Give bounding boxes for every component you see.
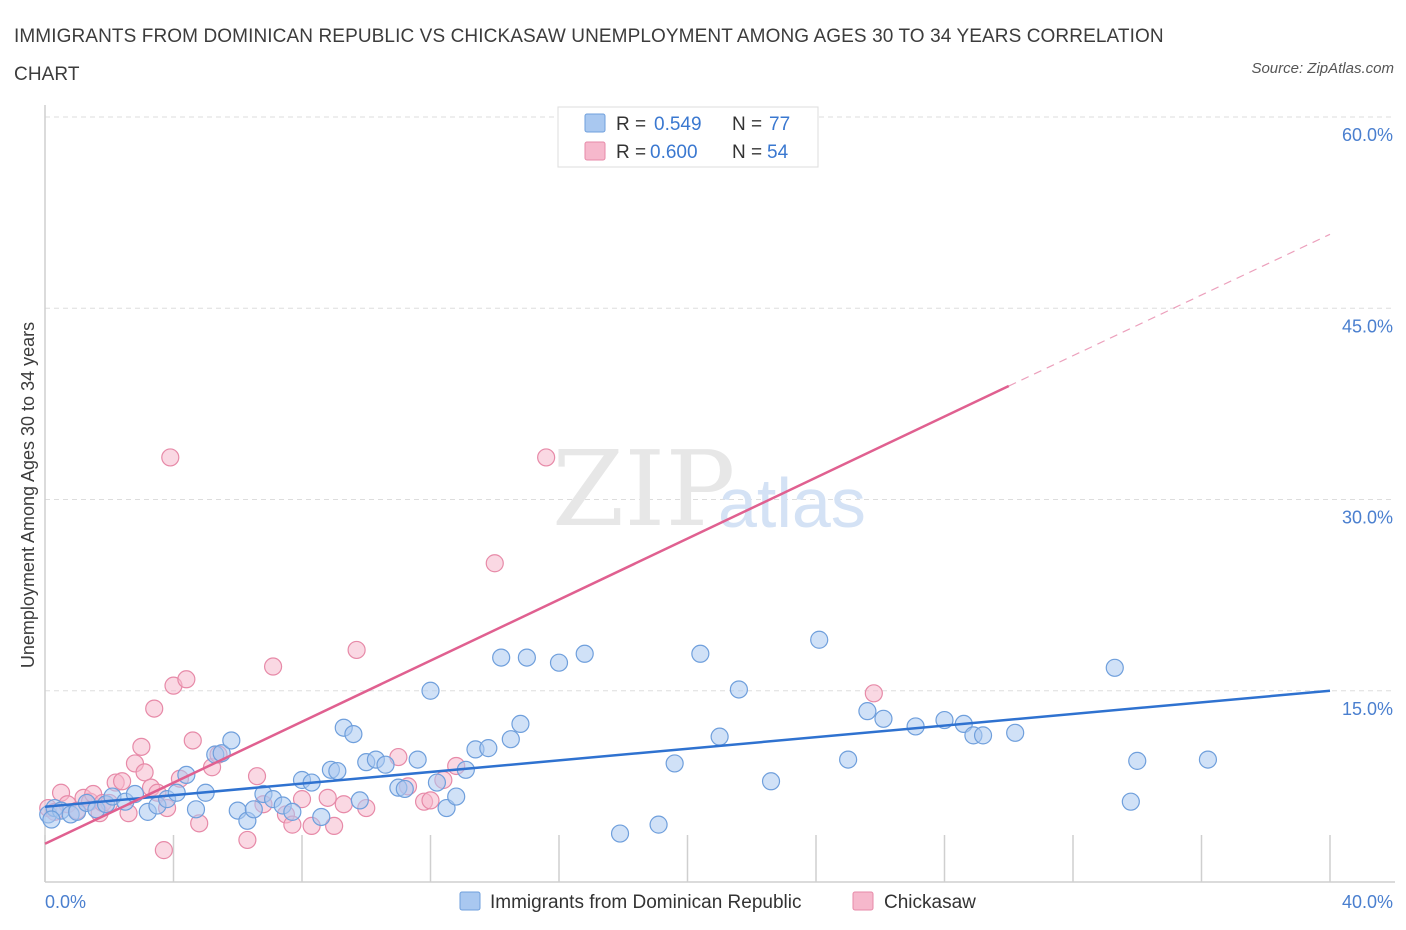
- dominican-point: [973, 726, 993, 745]
- chickasaw-point: [325, 816, 344, 836]
- legend-n-label-2: N =: [732, 142, 762, 163]
- y-tick-label: 15.0%: [1342, 699, 1393, 719]
- dominican-point: [408, 750, 427, 769]
- chickasaw-point: [334, 795, 353, 814]
- chickasaw-point: [292, 790, 312, 809]
- dominican-point: [858, 702, 877, 721]
- chickasaw-point: [238, 830, 257, 850]
- dominican-point: [1198, 750, 1218, 769]
- series-legend-swatch-blue: [459, 891, 481, 911]
- chickasaw-trend-line: [44, 384, 1010, 845]
- y-tick-label: 30.0%: [1342, 508, 1393, 528]
- dominican-points: [39, 630, 1218, 843]
- trend-lines: [44, 233, 1331, 845]
- series-legend-swatch-pink: [852, 891, 874, 911]
- dominican-point: [575, 644, 594, 663]
- dominican-point: [492, 648, 511, 667]
- x-tick-label: 0.0%: [45, 892, 86, 912]
- legend-n-label: N =: [732, 114, 762, 135]
- source-label: Source: ZipAtlas.com: [1251, 60, 1394, 77]
- dominican-point: [186, 800, 206, 819]
- series-legend-label-blue: Immigrants from Dominican Republic: [490, 892, 802, 913]
- chickasaw-point: [318, 788, 337, 807]
- dominican-point: [649, 815, 668, 834]
- dominican-point: [344, 724, 363, 744]
- dominican-point: [710, 727, 729, 746]
- dominican-point: [167, 783, 186, 802]
- dominican-point: [447, 787, 466, 806]
- dominican-point: [691, 644, 710, 663]
- dominican-point: [610, 824, 630, 843]
- x-tick-label: 40.0%: [1342, 892, 1393, 912]
- dominican-point: [395, 779, 414, 799]
- legend-swatch-pink: [584, 141, 606, 161]
- legend-r-value-blue: 0.549: [654, 114, 702, 135]
- dominican-point: [1121, 792, 1140, 811]
- chickasaw-point: [485, 554, 504, 573]
- legend-r-label: R =: [616, 114, 646, 135]
- chickasaw-point: [154, 841, 173, 860]
- dominican-point: [42, 810, 61, 829]
- dominican-point: [421, 681, 440, 700]
- chickasaw-point: [263, 657, 283, 676]
- dominican-point: [479, 739, 498, 758]
- dominican-point: [222, 731, 241, 750]
- dominican-point: [549, 653, 569, 672]
- dominican-point: [729, 680, 749, 699]
- chickasaw-point: [132, 737, 151, 756]
- dominican-point: [328, 761, 347, 781]
- y-tick-label: 45.0%: [1342, 316, 1393, 336]
- watermark-atlas: atlas: [718, 464, 866, 542]
- dominican-point: [312, 807, 331, 827]
- chickasaw-point: [537, 448, 556, 467]
- chickasaw-point: [145, 699, 164, 718]
- dominican-point: [1105, 658, 1124, 677]
- dominican-point: [283, 802, 302, 821]
- dominican-trend-line: [44, 689, 1331, 809]
- chickasaw-point: [183, 731, 202, 750]
- dominican-point: [874, 709, 893, 728]
- chickasaw-point: [421, 791, 440, 810]
- chickasaw-point: [135, 763, 154, 782]
- legend-n-value-blue: 77: [769, 114, 790, 135]
- y-axis-label: Unemployment Among Ages 30 to 34 years: [18, 322, 38, 668]
- dominican-point: [350, 791, 369, 810]
- series-legend-label-pink: Chickasaw: [884, 892, 976, 913]
- chickasaw-point: [161, 448, 180, 467]
- legend-n-value-pink: 54: [767, 142, 789, 163]
- dominican-point: [810, 630, 829, 649]
- chickasaw-point: [112, 772, 132, 791]
- chart-title: IMMIGRANTS FROM DOMINICAN REPUBLIC VS CH…: [14, 26, 1164, 85]
- dominican-point: [501, 730, 520, 749]
- series-legend: Immigrants from Dominican Republic Chick…: [459, 891, 976, 913]
- tick-labels: 15.0% 30.0% 45.0% 60.0% 0.0% 40.0%: [45, 125, 1393, 912]
- chickasaw-point: [347, 640, 366, 660]
- correlation-legend: R = 0.549 N = 77 R = 0.600 N = 54: [557, 106, 819, 168]
- gridlines: [45, 116, 1395, 692]
- dominican-point: [665, 754, 684, 773]
- dominican-point: [376, 755, 395, 774]
- dominican-point: [427, 773, 447, 792]
- dominican-point: [511, 714, 530, 734]
- dominican-point: [1006, 723, 1025, 742]
- chickasaw-point: [864, 684, 883, 703]
- chickasaw-point: [247, 767, 267, 786]
- dominican-point: [244, 800, 263, 819]
- dominican-point: [761, 772, 781, 791]
- dominican-point: [1128, 751, 1147, 770]
- y-tick-label: 60.0%: [1342, 125, 1393, 145]
- legend-r-value-pink: 0.600: [650, 142, 698, 163]
- dominican-point: [839, 750, 858, 769]
- legend-r-label-2: R =: [616, 142, 646, 163]
- legend-swatch-blue: [584, 113, 606, 133]
- chickasaw-point: [177, 670, 196, 689]
- chickasaw-trend-extension: [1008, 233, 1331, 387]
- watermark-zip: ZIP: [552, 428, 735, 550]
- watermark: ZIP atlas: [552, 428, 866, 550]
- dominican-point: [517, 648, 536, 667]
